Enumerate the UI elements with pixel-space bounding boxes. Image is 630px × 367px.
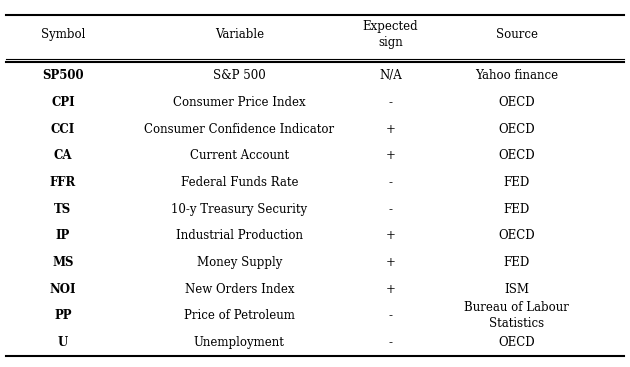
Text: Bureau of Labour
Statistics: Bureau of Labour Statistics [464,301,569,330]
Text: OECD: OECD [498,123,535,136]
Text: Symbol: Symbol [41,28,85,41]
Text: -: - [389,309,392,323]
Text: +: + [386,256,396,269]
Text: ISM: ISM [504,283,529,296]
Text: Industrial Production: Industrial Production [176,229,303,242]
Text: SP500: SP500 [42,69,84,82]
Text: OECD: OECD [498,229,535,242]
Text: IP: IP [56,229,70,242]
Text: FED: FED [503,203,530,216]
Text: +: + [386,283,396,296]
Text: -: - [389,96,392,109]
Text: +: + [386,149,396,162]
Text: Current Account: Current Account [190,149,289,162]
Text: Unemployment: Unemployment [194,336,285,349]
Text: OECD: OECD [498,336,535,349]
Text: OECD: OECD [498,149,535,162]
Text: FFR: FFR [50,176,76,189]
Text: +: + [386,229,396,242]
Text: Federal Funds Rate: Federal Funds Rate [181,176,298,189]
Text: MS: MS [52,256,74,269]
Text: OECD: OECD [498,96,535,109]
Text: -: - [389,336,392,349]
Text: S&P 500: S&P 500 [213,69,266,82]
Text: CCI: CCI [51,123,75,136]
Text: Money Supply: Money Supply [197,256,282,269]
Text: +: + [386,123,396,136]
Text: Variable: Variable [215,28,264,41]
Text: -: - [389,203,392,216]
Text: PP: PP [54,309,72,323]
Text: Yahoo finance: Yahoo finance [475,69,558,82]
Text: FED: FED [503,256,530,269]
Text: CA: CA [54,149,72,162]
Text: TS: TS [54,203,72,216]
Text: N/A: N/A [379,69,402,82]
Text: New Orders Index: New Orders Index [185,283,294,296]
Text: FED: FED [503,176,530,189]
Text: Price of Petroleum: Price of Petroleum [184,309,295,323]
Text: Source: Source [496,28,537,41]
Text: 10-y Treasury Security: 10-y Treasury Security [171,203,307,216]
Text: Consumer Confidence Indicator: Consumer Confidence Indicator [144,123,335,136]
Text: U: U [58,336,68,349]
Text: -: - [389,176,392,189]
Text: Consumer Price Index: Consumer Price Index [173,96,306,109]
Text: CPI: CPI [51,96,75,109]
Text: Expected
sign: Expected sign [363,20,418,50]
Text: NOI: NOI [50,283,76,296]
